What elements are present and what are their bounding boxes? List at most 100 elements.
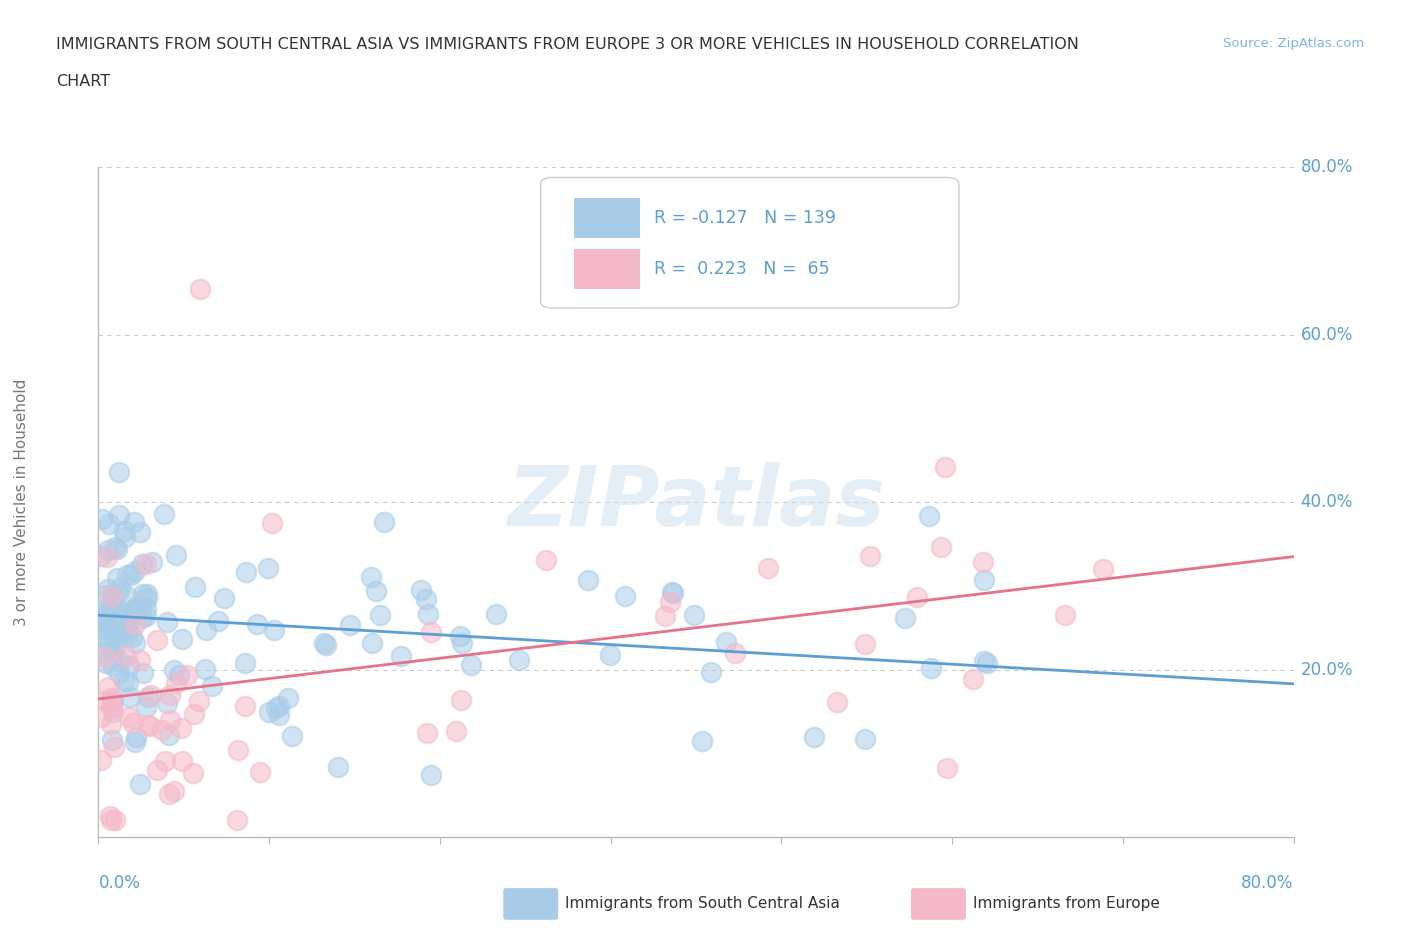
Point (361, 635, 384, 650)
Point (249, 764, 271, 779)
Point (100, 589, 122, 604)
Point (658, 595, 681, 610)
Point (690, 734, 713, 749)
Point (104, 539, 127, 554)
Point (1054, 607, 1077, 622)
Point (315, 637, 337, 652)
Point (101, 691, 124, 706)
Point (259, 705, 281, 720)
Point (112, 674, 135, 689)
Point (101, 701, 124, 716)
Point (184, 579, 207, 594)
Point (90, 644, 112, 659)
Point (108, 654, 131, 669)
Point (135, 609, 157, 624)
Point (93, 606, 115, 621)
Text: Immigrants from Europe: Immigrants from Europe (973, 897, 1160, 911)
Point (226, 813, 249, 828)
Point (508, 652, 530, 667)
Text: 80.0%: 80.0% (1241, 874, 1294, 892)
Point (105, 571, 128, 586)
Point (165, 675, 187, 690)
Point (169, 668, 191, 683)
Text: Source: ZipAtlas.com: Source: ZipAtlas.com (1223, 37, 1364, 50)
Point (716, 635, 738, 650)
Point (162, 663, 184, 678)
Point (364, 584, 387, 599)
Point (827, 695, 849, 710)
Point (90, 613, 112, 628)
Point (449, 629, 471, 644)
Point (419, 625, 441, 640)
Point (105, 542, 128, 557)
Point (654, 608, 676, 623)
Point (90, 621, 112, 636)
Point (94, 616, 117, 631)
Point (129, 600, 152, 615)
Text: CHART: CHART (56, 74, 110, 89)
Point (105, 618, 128, 632)
Point (973, 654, 995, 669)
Text: Immigrants from South Central Asia: Immigrants from South Central Asia (565, 897, 841, 911)
Point (360, 570, 382, 585)
Point (117, 659, 139, 674)
Text: R = -0.127   N = 139: R = -0.127 N = 139 (654, 208, 837, 227)
Point (101, 658, 124, 673)
Point (934, 459, 956, 474)
Point (415, 591, 437, 606)
Text: 40.0%: 40.0% (1301, 493, 1353, 512)
Point (153, 507, 176, 522)
Point (181, 765, 204, 780)
Point (235, 698, 257, 713)
Point (108, 465, 131, 480)
Point (389, 648, 412, 663)
Point (129, 525, 152, 539)
Point (972, 554, 994, 569)
Point (114, 529, 136, 544)
Point (125, 730, 148, 745)
Point (108, 580, 131, 595)
Point (97, 582, 120, 597)
Point (131, 611, 153, 626)
Point (700, 664, 723, 679)
Point (100, 698, 122, 712)
Point (419, 767, 441, 782)
Point (122, 515, 145, 530)
Point (256, 561, 278, 576)
Point (207, 614, 229, 629)
Point (121, 716, 143, 731)
Point (803, 730, 825, 745)
Point (141, 555, 163, 570)
Point (460, 658, 482, 672)
Point (920, 660, 942, 675)
Point (107, 666, 129, 681)
Point (373, 515, 395, 530)
Point (129, 653, 152, 668)
Point (90, 752, 112, 767)
Point (139, 719, 162, 734)
Point (194, 661, 217, 676)
Point (195, 623, 218, 638)
Point (120, 689, 142, 704)
Point (416, 725, 439, 740)
Text: 20.0%: 20.0% (1301, 660, 1353, 679)
Point (117, 674, 139, 689)
Point (94, 694, 117, 709)
Point (172, 753, 194, 768)
Point (128, 777, 150, 791)
Point (101, 643, 124, 658)
Point (117, 622, 139, 637)
Point (135, 587, 157, 602)
Point (962, 671, 984, 686)
Point (450, 693, 472, 708)
Point (115, 649, 138, 664)
Point (132, 666, 155, 681)
Point (100, 716, 122, 731)
Point (104, 643, 127, 658)
Point (122, 603, 145, 618)
Point (98, 517, 121, 532)
Point (929, 539, 952, 554)
Point (1091, 562, 1114, 577)
Point (91, 619, 114, 634)
Point (918, 509, 941, 524)
